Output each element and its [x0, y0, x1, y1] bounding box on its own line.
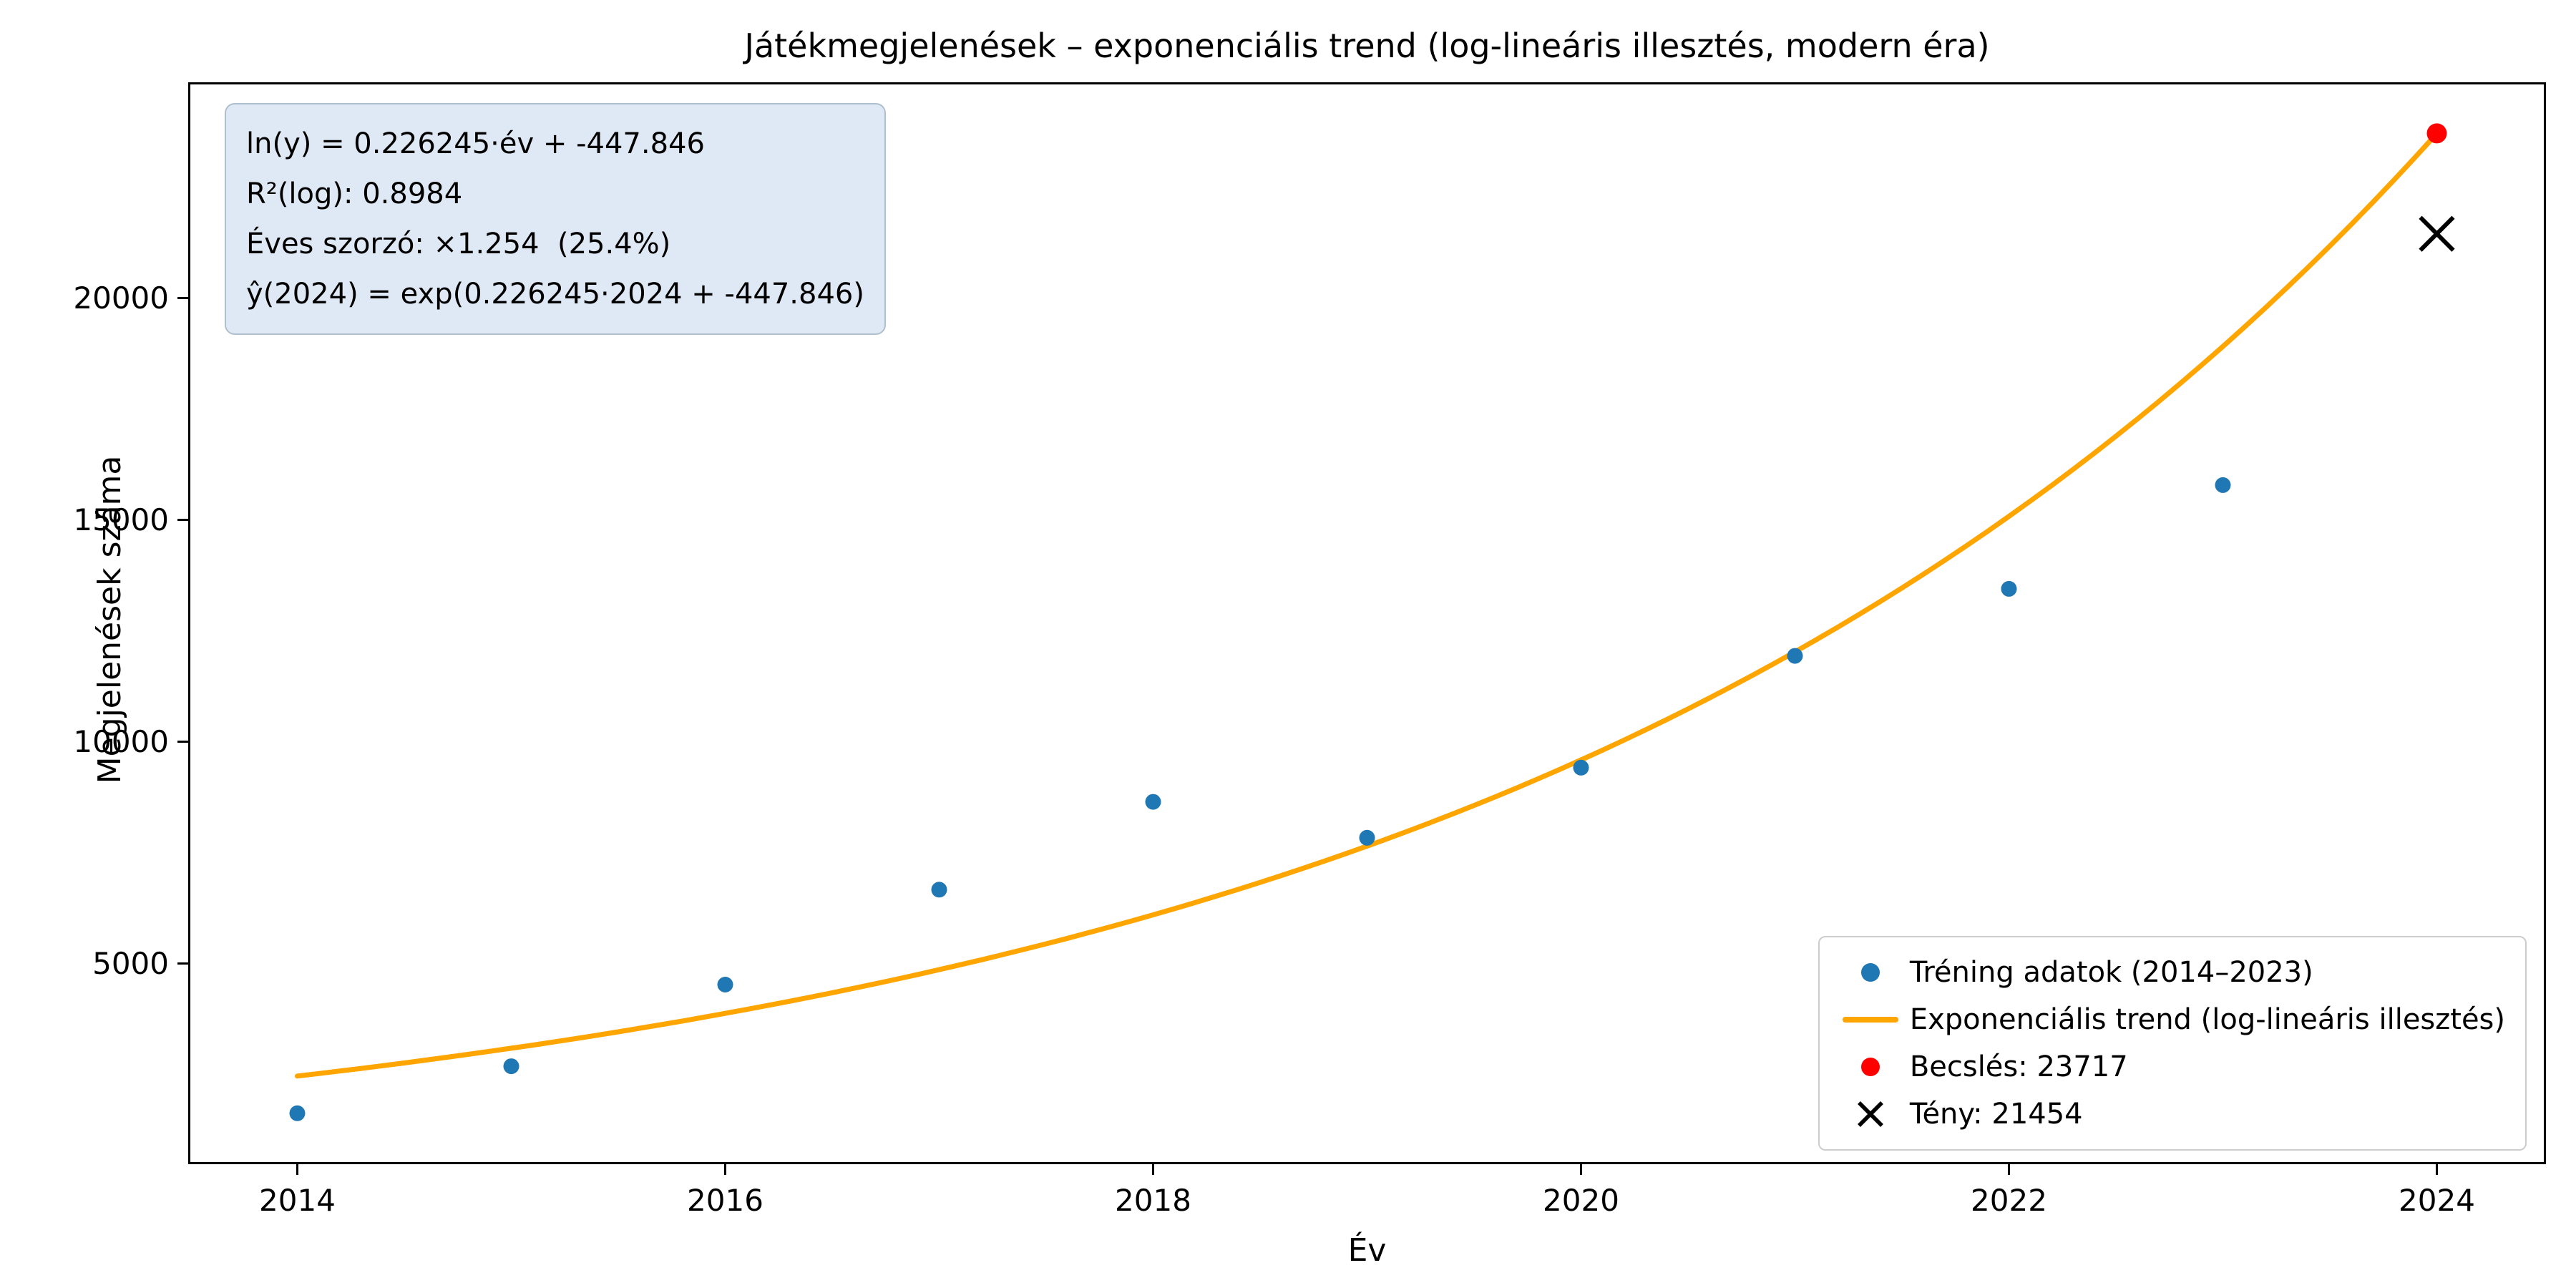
prediction-point	[2426, 123, 2447, 144]
legend-marker	[1831, 957, 1910, 988]
legend-training-dot-icon	[1860, 963, 1880, 982]
y-tick-mark	[177, 519, 188, 522]
training-data-point	[1359, 829, 1375, 846]
legend-item: Becslés: 23717	[1831, 1043, 2505, 1091]
y-tick-mark	[177, 297, 188, 300]
y-tick-label: 20000	[73, 280, 169, 316]
x-tick-label: 2020	[1543, 1183, 1619, 1218]
x-tick-mark	[1152, 1164, 1154, 1175]
training-data-point	[2001, 580, 2017, 597]
training-data-point	[2215, 477, 2231, 493]
y-tick-label: 5000	[92, 945, 169, 981]
training-data-point	[1787, 648, 1803, 664]
legend-marker	[1831, 1098, 1910, 1130]
y-tick-mark	[177, 741, 188, 743]
stats-equation: ln(y) = 0.226245·év + -447.846	[246, 127, 705, 160]
legend-label: Tény: 21454	[1909, 1098, 2083, 1131]
legend-marker	[1831, 1004, 1910, 1035]
training-data-point	[931, 882, 947, 898]
x-tick-mark	[724, 1164, 726, 1175]
x-tick-label: 2024	[2399, 1183, 2475, 1218]
y-tick-label: 10000	[73, 723, 169, 759]
legend-item: Tény: 21454	[1831, 1091, 2505, 1138]
x-axis-label: Év	[1347, 1232, 1387, 1269]
training-data-point	[1573, 759, 1589, 776]
training-data-point	[503, 1058, 519, 1075]
legend-label: Becslés: 23717	[1909, 1050, 2128, 1083]
x-tick-label: 2016	[687, 1183, 763, 1218]
y-tick-mark	[177, 962, 188, 965]
x-tick-label: 2022	[1971, 1183, 2047, 1218]
plot-canvas	[289, 123, 2455, 1121]
stats-multiplier: Éves szorzó: ×1.254 (25.4%)	[246, 228, 671, 260]
x-tick-mark	[296, 1164, 298, 1175]
stats-prediction-formula: ŷ(2024) = exp(0.226245·2024 + -447.846)	[246, 278, 864, 311]
legend-actual-x-icon	[1857, 1101, 1883, 1127]
legend-item: Exponenciális trend (log-lineáris illesz…	[1831, 996, 2505, 1043]
x-tick-mark	[1580, 1164, 1582, 1175]
training-data-point	[1145, 794, 1161, 810]
stats-box: ln(y) = 0.226245·év + -447.846 R²(log): …	[225, 103, 886, 335]
training-data-point	[289, 1105, 306, 1121]
legend-marker	[1831, 1051, 1910, 1083]
stats-r2: R²(log): 0.8984	[246, 177, 463, 210]
actual-point-x-marker	[2419, 215, 2455, 252]
legend: Tréning adatok (2014–2023) Exponenciális …	[1818, 936, 2527, 1151]
y-tick-label: 15000	[73, 502, 169, 537]
trend-line	[295, 131, 2439, 1079]
x-tick-mark	[2008, 1164, 2010, 1175]
plot-area: ln(y) = 0.226245·év + -447.846 R²(log): …	[188, 82, 2546, 1164]
legend-prediction-dot-icon	[1860, 1058, 1880, 1076]
legend-trend-line-icon	[1842, 1017, 1898, 1023]
x-tick-label: 2014	[259, 1183, 336, 1218]
x-tick-label: 2018	[1115, 1183, 1191, 1218]
legend-label: Exponenciális trend (log-lineáris illesz…	[1909, 1003, 2505, 1036]
chart-title: Játékmegjelenések – exponenciális trend …	[744, 26, 1990, 65]
legend-label: Tréning adatok (2014–2023)	[1909, 956, 2313, 989]
training-data-point	[717, 977, 733, 992]
x-tick-mark	[2436, 1164, 2438, 1175]
legend-item: Tréning adatok (2014–2023)	[1831, 949, 2505, 996]
